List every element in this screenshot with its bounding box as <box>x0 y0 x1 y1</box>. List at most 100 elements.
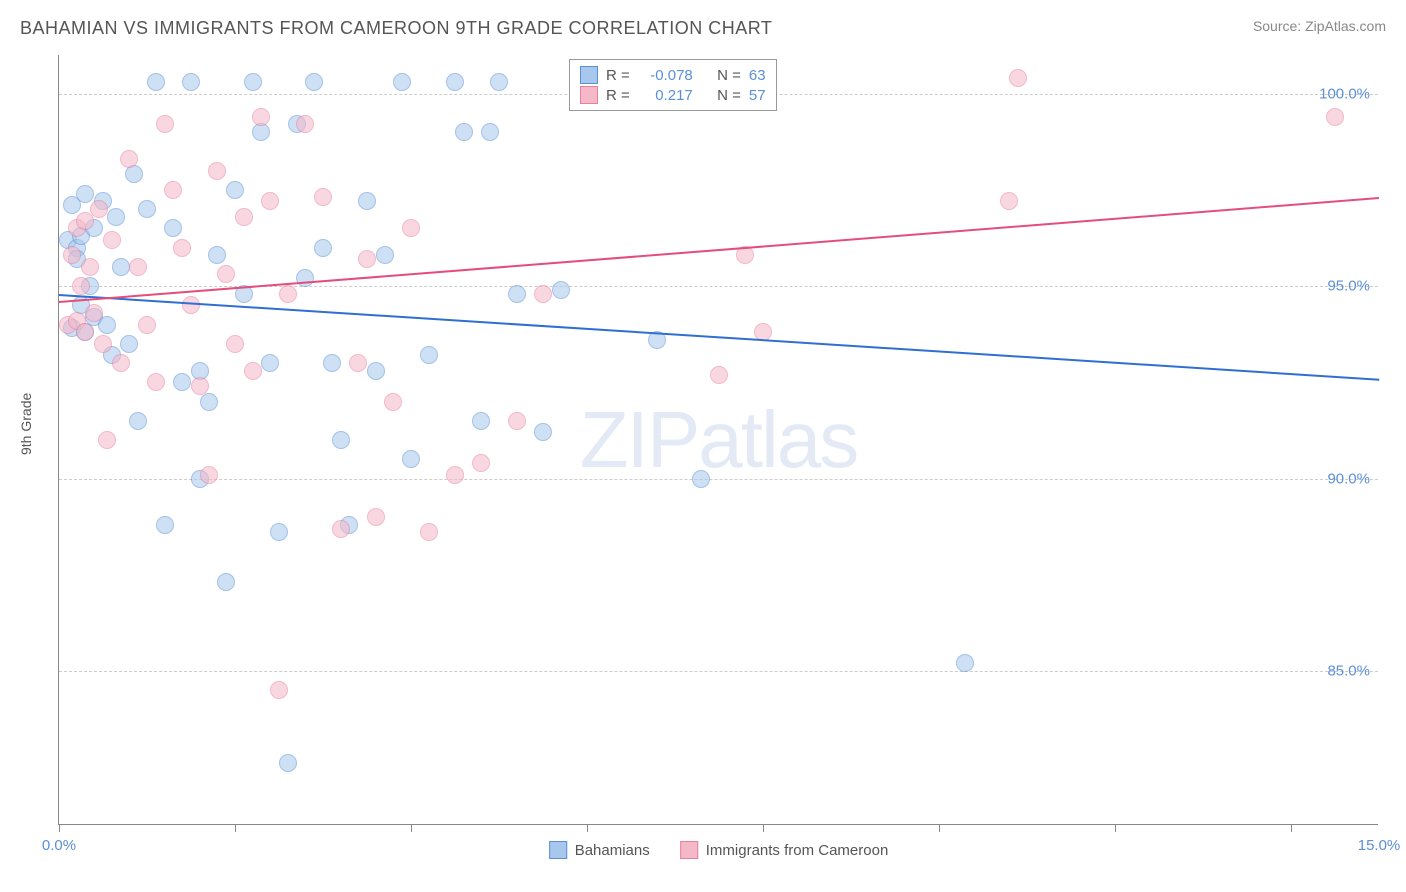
x-tick <box>411 824 412 832</box>
scatter-point <box>534 423 552 441</box>
y-tick-label: 95.0% <box>1327 278 1370 295</box>
scatter-point <box>72 277 90 295</box>
scatter-point <box>173 239 191 257</box>
scatter-point <box>472 454 490 472</box>
r-value: -0.078 <box>638 67 693 84</box>
y-axis-label: 9th Grade <box>18 393 34 455</box>
scatter-point <box>112 354 130 372</box>
scatter-point <box>226 181 244 199</box>
scatter-point <box>261 192 279 210</box>
scatter-point <box>358 192 376 210</box>
legend-item: Bahamians <box>549 841 650 859</box>
scatter-point <box>402 219 420 237</box>
scatter-point <box>261 354 279 372</box>
scatter-point <box>420 346 438 364</box>
scatter-point <box>63 246 81 264</box>
scatter-point <box>147 373 165 391</box>
scatter-point <box>112 258 130 276</box>
x-tick <box>235 824 236 832</box>
scatter-point <box>296 269 314 287</box>
gridline <box>59 671 1378 672</box>
scatter-point <box>446 73 464 91</box>
scatter-point <box>129 258 147 276</box>
y-tick-label: 85.0% <box>1327 663 1370 680</box>
scatter-point <box>129 412 147 430</box>
plot-area: ZIPatlas 85.0%90.0%95.0%100.0%0.0%15.0%R… <box>58 55 1378 825</box>
scatter-point <box>710 366 728 384</box>
scatter-point <box>332 431 350 449</box>
scatter-point <box>182 296 200 314</box>
scatter-point <box>164 181 182 199</box>
scatter-point <box>200 466 218 484</box>
chart-title: BAHAMIAN VS IMMIGRANTS FROM CAMEROON 9TH… <box>20 18 772 39</box>
legend-item: Immigrants from Cameroon <box>680 841 889 859</box>
scatter-point <box>235 208 253 226</box>
scatter-point <box>252 108 270 126</box>
scatter-point <box>1009 69 1027 87</box>
scatter-point <box>552 281 570 299</box>
scatter-point <box>85 304 103 322</box>
scatter-point <box>367 508 385 526</box>
scatter-point <box>956 654 974 672</box>
scatter-point <box>200 393 218 411</box>
x-tick <box>939 824 940 832</box>
scatter-point <box>103 231 121 249</box>
scatter-point <box>156 115 174 133</box>
header: BAHAMIAN VS IMMIGRANTS FROM CAMEROON 9TH… <box>0 0 1406 49</box>
scatter-point <box>107 208 125 226</box>
x-tick <box>1115 824 1116 832</box>
scatter-point <box>120 150 138 168</box>
n-label: N = <box>717 67 741 84</box>
scatter-point <box>279 285 297 303</box>
r-label: R = <box>606 67 630 84</box>
scatter-point <box>349 354 367 372</box>
legend-swatch <box>680 841 698 859</box>
n-label: N = <box>717 87 741 104</box>
scatter-point <box>692 470 710 488</box>
scatter-point <box>208 246 226 264</box>
scatter-point <box>244 362 262 380</box>
scatter-point <box>376 246 394 264</box>
source-label: Source: ZipAtlas.com <box>1253 18 1386 34</box>
correlation-legend: R = -0.078 N = 63 R = 0.217 N = 57 <box>569 59 777 111</box>
legend-swatch <box>580 66 598 84</box>
legend-swatch <box>580 86 598 104</box>
legend-row: R = 0.217 N = 57 <box>580 86 766 104</box>
scatter-point <box>402 450 420 468</box>
scatter-point <box>147 73 165 91</box>
scatter-point <box>191 377 209 395</box>
r-label: R = <box>606 87 630 104</box>
n-value: 63 <box>749 67 766 84</box>
scatter-point <box>217 573 235 591</box>
scatter-point <box>455 123 473 141</box>
scatter-point <box>472 412 490 430</box>
scatter-point <box>182 73 200 91</box>
scatter-point <box>217 265 235 283</box>
trend-line <box>59 197 1379 303</box>
scatter-point <box>138 200 156 218</box>
scatter-point <box>446 466 464 484</box>
scatter-point <box>508 285 526 303</box>
scatter-point <box>138 316 156 334</box>
scatter-point <box>420 523 438 541</box>
x-tick <box>59 824 60 832</box>
scatter-point <box>490 73 508 91</box>
scatter-point <box>481 123 499 141</box>
scatter-point <box>323 354 341 372</box>
scatter-point <box>508 412 526 430</box>
scatter-point <box>358 250 376 268</box>
scatter-point <box>305 73 323 91</box>
scatter-point <box>367 362 385 380</box>
n-value: 57 <box>749 87 766 104</box>
scatter-point <box>384 393 402 411</box>
y-tick-label: 90.0% <box>1327 470 1370 487</box>
scatter-point <box>226 335 244 353</box>
legend-row: R = -0.078 N = 63 <box>580 66 766 84</box>
scatter-point <box>173 373 191 391</box>
legend-swatch <box>549 841 567 859</box>
r-value: 0.217 <box>638 87 693 104</box>
scatter-point <box>270 523 288 541</box>
series-name: Bahamians <box>575 842 650 859</box>
x-tick-label: 15.0% <box>1358 837 1401 854</box>
scatter-point <box>120 335 138 353</box>
